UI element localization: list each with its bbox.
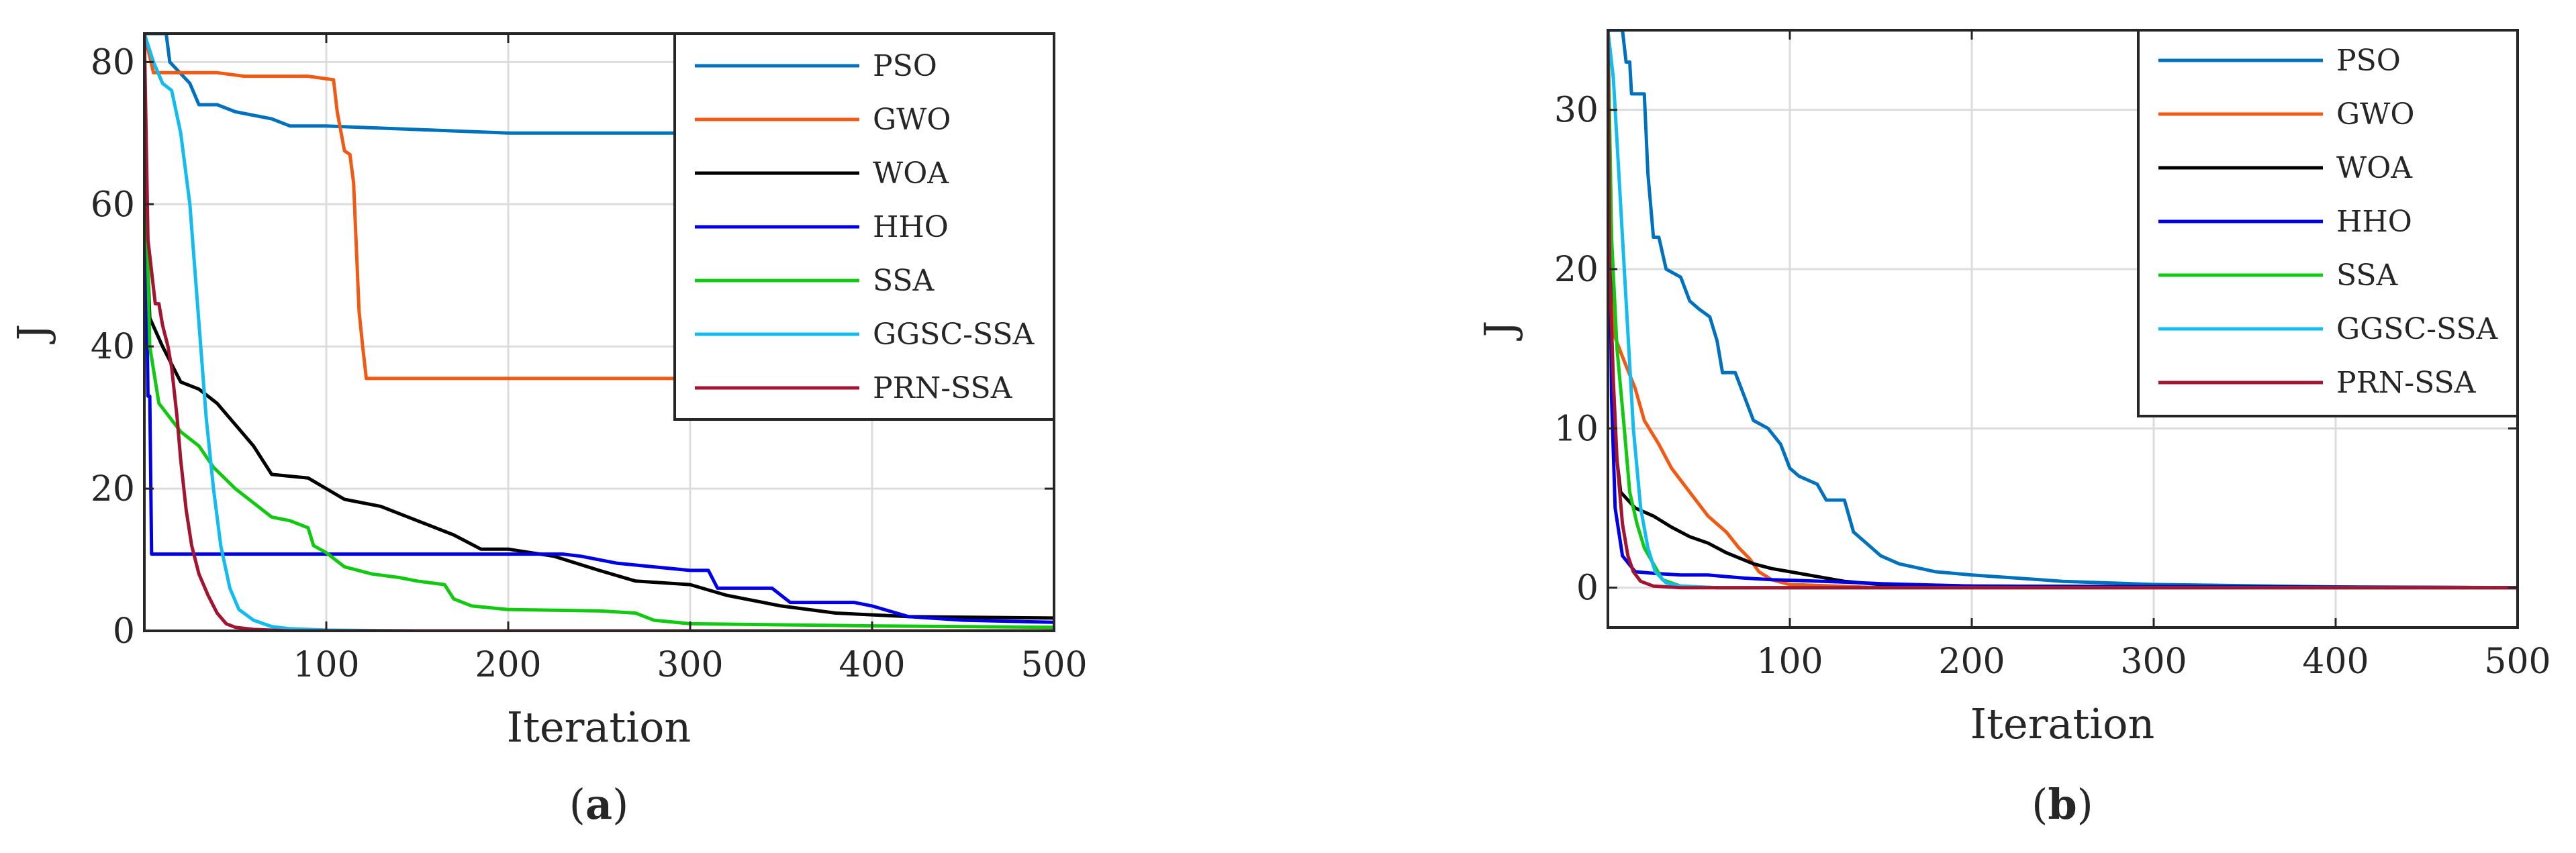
chart-b-line-pso <box>1608 30 2518 590</box>
chart-a-line-gwo <box>144 34 781 381</box>
chart-b-ylabel: J <box>1475 321 1524 342</box>
chart-a-xtick-label: 400 <box>839 645 905 685</box>
chart-b-series <box>1608 30 2518 590</box>
chart-a-legend-label: GGSC-SSA <box>873 317 1035 352</box>
chart-a-ytick-label: 40 <box>91 327 135 367</box>
chart-b: 100 200 300 400 500 0 10 20 30 J Iteration PSO GWO WO… <box>1475 29 2551 829</box>
chart-b-xtick-label: 100 <box>1756 642 1823 682</box>
caption-close-paren: ) <box>612 780 628 829</box>
chart-b-legend-label: GWO <box>2336 97 2414 132</box>
chart-b-xtick-label: 500 <box>2484 642 2550 682</box>
chart-b-xtick-label: 300 <box>2120 642 2187 682</box>
chart-a-legend-label: HHO <box>873 210 949 244</box>
chart-b-line-prn-ssa <box>1608 30 2518 590</box>
chart-b-ytick-label: 20 <box>1554 250 1599 290</box>
chart-a-xtick-label: 300 <box>657 645 723 685</box>
chart-a-line-hho <box>144 34 1054 624</box>
chart-a-xlabel: Iteration <box>507 703 691 752</box>
chart-a-line-ssa <box>144 34 1054 630</box>
chart-a-series <box>144 34 1054 631</box>
chart-a-ticks: 100 200 300 400 500 0 20 40 60 80 <box>91 34 1088 685</box>
chart-b-legend-label: HHO <box>2336 205 2412 239</box>
chart-a: 100 200 300 400 500 0 20 40 60 80 J Iteration PSO GWO… <box>8 32 1088 829</box>
chart-a-xtick-label: 100 <box>293 645 359 685</box>
caption-close-paren: ) <box>2077 780 2093 829</box>
chart-a-legend-label: GWO <box>873 103 951 137</box>
chart-a-line-woa <box>144 34 1054 620</box>
chart-b-legend-label: PRN-SSA <box>2336 366 2477 400</box>
chart-b-legend-label: WOA <box>2336 151 2413 185</box>
chart-b-legend-label: GGSC-SSA <box>2336 312 2498 346</box>
chart-a-ytick-label: 80 <box>91 42 135 83</box>
chart-a-caption: (a) <box>569 780 629 829</box>
chart-b-ytick-label: 0 <box>1576 568 1599 609</box>
chart-b-caption: (b) <box>2032 780 2093 829</box>
chart-a-ytick-label: 20 <box>91 469 135 509</box>
chart-b-xtick-label: 200 <box>1938 642 2005 682</box>
caption-letter: b <box>2048 780 2077 829</box>
chart-a-legend-label: PRN-SSA <box>873 371 1013 405</box>
chart-a-ylabel: J <box>8 324 57 345</box>
chart-a-xtick-label: 200 <box>475 645 541 685</box>
caption-open-paren: ( <box>2032 780 2048 829</box>
chart-a-legend-label: WOA <box>873 156 949 191</box>
chart-a-line-pso <box>144 34 781 135</box>
chart-a-legend-label: SSA <box>873 264 935 298</box>
chart-a-legend-label: PSO <box>873 49 937 83</box>
chart-a-legend: PSO GWO WOA HHO SSA GGSC-SSA PRN-SSA <box>673 32 1055 421</box>
chart-a-ytick-label: 60 <box>91 185 135 225</box>
chart-b-legend: PSO GWO WOA HHO SSA GGSC-SSA PRN-SSA <box>2137 29 2519 417</box>
chart-b-line-hho <box>1608 30 2518 590</box>
chart-b-legend-label: PSO <box>2336 44 2401 78</box>
caption-open-paren: ( <box>569 780 585 829</box>
chart-b-ytick-label: 30 <box>1554 91 1599 131</box>
chart-b-ytick-label: 10 <box>1554 409 1599 449</box>
chart-a-ytick-label: 0 <box>113 611 135 652</box>
chart-b-legend-label: SSA <box>2336 258 2399 293</box>
chart-a-line-prn-ssa <box>144 34 1054 631</box>
chart-b-xlabel: Iteration <box>1970 699 2155 748</box>
chart-a-line-ggsc-ssa <box>144 34 1054 631</box>
chart-a-xtick-label: 500 <box>1020 645 1087 685</box>
caption-letter: a <box>585 780 612 829</box>
chart-b-xtick-label: 400 <box>2302 642 2369 682</box>
chart-b-ticks: 100 200 300 400 500 0 10 20 30 <box>1554 30 2551 682</box>
